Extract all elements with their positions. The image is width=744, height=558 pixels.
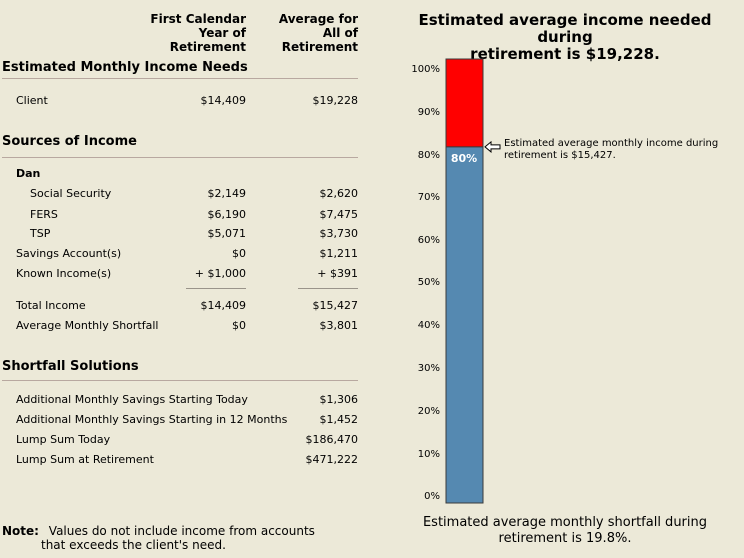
income-row-avg: $3,730 xyxy=(319,227,359,240)
header-line: Retirement xyxy=(169,40,246,54)
income-row-first: $5,071 xyxy=(207,227,247,240)
chart-title: Estimated average income needed during r… xyxy=(418,11,712,63)
annotation-line: retirement is $15,427. xyxy=(504,150,616,161)
income-row-avg: $1,211 xyxy=(319,247,359,260)
solution-value: $471,222 xyxy=(305,453,359,466)
bar-segment-shortfall xyxy=(445,58,484,148)
income-row-first: + $1,000 xyxy=(194,267,246,280)
section-title-sources: Sources of Income xyxy=(2,134,137,149)
header-line: All of xyxy=(322,26,358,40)
y-tick-label: 90% xyxy=(417,107,440,118)
bar-segment-income xyxy=(445,146,484,504)
solution-label: Additional Monthly Savings Starting in 1… xyxy=(16,413,288,426)
sum-divider xyxy=(186,288,246,289)
y-tick-label: 80% xyxy=(417,150,440,161)
income-row-avg: $2,620 xyxy=(319,187,359,200)
income-row-label: TSP xyxy=(30,227,51,240)
chart-footer: Estimated average monthly shortfall duri… xyxy=(422,515,708,546)
shortfall-label: Average Monthly Shortfall xyxy=(16,319,159,332)
section-divider xyxy=(2,157,358,158)
solution-label: Lump Sum at Retirement xyxy=(16,453,154,466)
annotation-line: Estimated average monthly income during xyxy=(504,138,718,149)
income-row-label: Known Income(s) xyxy=(16,267,112,280)
total-income-label: Total Income xyxy=(16,299,86,312)
client-label: Client xyxy=(16,94,48,107)
solution-value: $186,470 xyxy=(305,433,359,446)
solution-label: Additional Monthly Savings Starting Toda… xyxy=(16,393,248,406)
client-first-year-value: $14,409 xyxy=(200,94,247,107)
shortfall-first: $0 xyxy=(232,319,246,332)
solution-value: $1,306 xyxy=(319,393,359,406)
section-divider xyxy=(2,380,358,381)
section-title-solutions: Shortfall Solutions xyxy=(2,359,139,374)
header-line: Average for xyxy=(278,12,358,26)
note: Note: Values do not include income from … xyxy=(2,524,315,552)
y-tick-label: 50% xyxy=(417,277,440,288)
income-row-first: $6,190 xyxy=(207,208,247,221)
header-line: First Calendar xyxy=(150,12,246,26)
y-tick-label: 40% xyxy=(417,320,440,331)
column-header-first-year: First Calendar Year of Retirement xyxy=(140,12,246,54)
solution-value: $1,452 xyxy=(319,413,359,426)
note-label: Note: xyxy=(2,524,39,538)
bar-value-label: 80% xyxy=(451,152,477,165)
header-line: Year of xyxy=(198,26,246,40)
solution-label: Lump Sum Today xyxy=(16,433,111,446)
header-line: Retirement xyxy=(281,40,358,54)
y-tick-label: 0% xyxy=(424,491,440,502)
sum-divider xyxy=(298,288,358,289)
note-text-line1: Values do not include income from accoun… xyxy=(48,524,315,538)
client-average-value: $19,228 xyxy=(312,94,359,107)
y-tick-label: 10% xyxy=(417,449,440,460)
y-tick-label: 100% xyxy=(411,64,440,75)
total-income-avg: $15,427 xyxy=(312,299,359,312)
annotation-text: Estimated average monthly income during r… xyxy=(504,138,718,161)
income-row-label: Social Security xyxy=(30,187,112,200)
y-tick-label: 20% xyxy=(417,406,440,417)
income-row-first: $2,149 xyxy=(207,187,247,200)
income-row-first: $0 xyxy=(232,247,246,260)
income-row-label: Savings Account(s) xyxy=(16,247,122,260)
column-header-average: Average for All of Retirement xyxy=(258,12,358,54)
shortfall-avg: $3,801 xyxy=(319,319,359,332)
section-title-income-needs: Estimated Monthly Income Needs xyxy=(2,60,248,75)
annotation-arrow-icon xyxy=(484,140,501,153)
income-row-avg: $7,475 xyxy=(319,208,359,221)
total-income-first: $14,409 xyxy=(200,299,247,312)
person-name: Dan xyxy=(16,167,41,180)
note-text-line2: that exceeds the client's need. xyxy=(41,538,226,552)
y-tick-label: 30% xyxy=(417,363,440,374)
section-divider xyxy=(2,78,358,79)
y-tick-label: 70% xyxy=(417,192,440,203)
y-tick-label: 60% xyxy=(417,235,440,246)
income-row-avg: + $391 xyxy=(317,267,358,280)
income-row-label: FERS xyxy=(30,208,58,221)
